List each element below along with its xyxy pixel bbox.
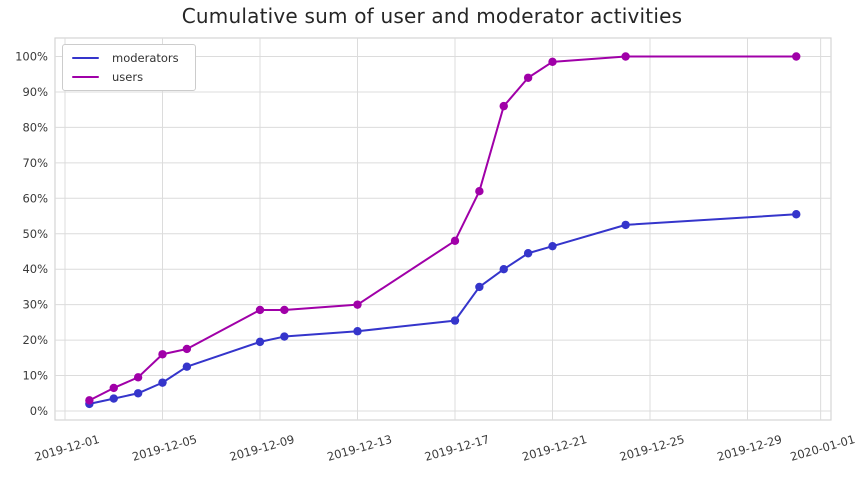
x-axis-tick-label: 2019-12-21 bbox=[520, 432, 588, 464]
legend-label-moderators: moderators bbox=[112, 51, 179, 65]
y-axis-tick-label: 70% bbox=[22, 156, 48, 170]
data-point-moderators-2019-12-21 bbox=[548, 241, 557, 251]
data-point-users-2019-12-31 bbox=[792, 52, 801, 61]
data-point-users-2019-12-03 bbox=[109, 383, 118, 393]
data-point-users-2019-12-18 bbox=[475, 187, 484, 196]
x-axis-tick-label: 2019-12-09 bbox=[228, 432, 296, 464]
legend-item-users: users bbox=[72, 71, 179, 83]
data-point-users-2019-12-19 bbox=[499, 101, 508, 111]
x-axis-tick-label: 2019-12-25 bbox=[618, 432, 686, 464]
y-axis-tick-label: 0% bbox=[30, 404, 48, 418]
legend-item-moderators: moderators bbox=[72, 52, 179, 64]
data-point-moderators-2019-12-18 bbox=[475, 282, 484, 292]
data-point-moderators-2019-12-10 bbox=[280, 332, 289, 341]
x-axis-tick-label: 2019-12-29 bbox=[715, 432, 783, 464]
legend: moderators users bbox=[62, 44, 196, 91]
y-axis-tick-label: 10% bbox=[22, 369, 48, 383]
x-axis-tick-label: 2019-12-05 bbox=[130, 432, 198, 464]
y-axis-tick-label: 80% bbox=[22, 120, 48, 134]
data-point-moderators-2019-12-20 bbox=[523, 249, 533, 258]
data-point-users-2019-12-21 bbox=[548, 57, 557, 67]
data-point-moderators-2019-12-13 bbox=[353, 327, 362, 336]
data-point-moderators-2019-12-24 bbox=[621, 220, 630, 230]
y-axis-tick-label: 30% bbox=[22, 298, 48, 312]
y-axis-tick-label: 20% bbox=[22, 333, 48, 347]
data-point-users-2019-12-20 bbox=[523, 73, 533, 82]
data-point-users-2019-12-24 bbox=[621, 52, 630, 61]
legend-swatch-users bbox=[72, 75, 99, 79]
y-axis-tick-label: 90% bbox=[22, 85, 48, 99]
data-point-users-2019-12-04 bbox=[133, 373, 143, 382]
x-axis-tick-label: 2019-12-01 bbox=[33, 432, 101, 464]
series-line-users bbox=[88, 55, 798, 402]
y-axis-tick-label: 50% bbox=[22, 227, 48, 241]
y-axis-tick-label: 100% bbox=[15, 50, 48, 64]
data-point-moderators-2019-12-19 bbox=[499, 265, 508, 274]
y-axis-tick-label: 40% bbox=[22, 262, 48, 276]
data-point-users-2019-12-09 bbox=[255, 305, 265, 315]
data-point-moderators-2019-12-04 bbox=[133, 389, 143, 398]
data-point-users-2019-12-17 bbox=[450, 236, 460, 246]
x-axis-tick-label: 2020-01-01 bbox=[789, 432, 857, 464]
data-point-users-2019-12-06 bbox=[182, 344, 192, 354]
y-axis-tick-label: 60% bbox=[22, 191, 48, 205]
data-point-users-2019-12-13 bbox=[353, 300, 362, 309]
data-point-moderators-2019-12-09 bbox=[255, 337, 265, 347]
data-point-moderators-2019-12-17 bbox=[450, 316, 460, 325]
data-point-users-2019-12-05 bbox=[158, 350, 167, 359]
legend-label-users: users bbox=[112, 70, 144, 84]
data-point-moderators-2019-12-31 bbox=[792, 210, 801, 219]
data-point-moderators-2019-12-03 bbox=[109, 394, 118, 403]
x-axis-tick-label: 2019-12-17 bbox=[423, 432, 491, 464]
chart-title: Cumulative sum of user and moderator act… bbox=[181, 4, 683, 28]
data-point-users-2019-12-10 bbox=[280, 305, 289, 315]
legend-swatch-moderators bbox=[72, 56, 99, 60]
data-point-moderators-2019-12-05 bbox=[158, 378, 167, 387]
data-point-users-2019-12-02 bbox=[85, 396, 94, 405]
plot-area bbox=[54, 37, 832, 421]
x-axis-tick-label: 2019-12-13 bbox=[325, 432, 393, 464]
data-point-moderators-2019-12-06 bbox=[182, 362, 192, 371]
